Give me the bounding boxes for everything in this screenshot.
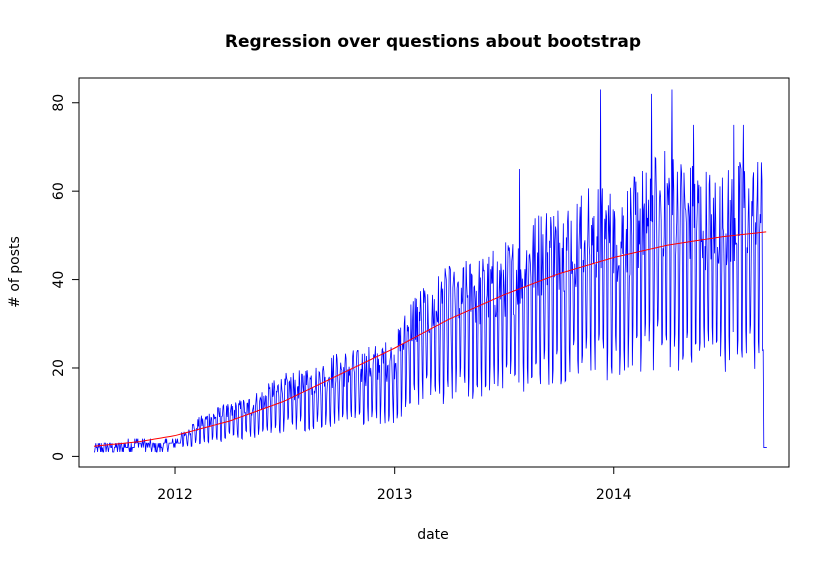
y-tick-label: 40 bbox=[51, 271, 67, 289]
y-tick-label: 80 bbox=[51, 94, 67, 112]
y-axis-label: # of posts bbox=[7, 236, 23, 308]
x-tick-label: 2012 bbox=[157, 487, 193, 503]
chart-title: Regression over questions about bootstra… bbox=[225, 32, 641, 52]
y-tick-label: 60 bbox=[51, 182, 67, 200]
x-tick-label: 2014 bbox=[596, 487, 632, 503]
plot-area bbox=[93, 89, 767, 453]
y-tick-label: 20 bbox=[51, 359, 67, 377]
series-regression-line bbox=[93, 231, 767, 447]
x-tick-label: 2013 bbox=[377, 487, 413, 503]
series-posts-line bbox=[94, 89, 767, 453]
x-axis-label: date bbox=[417, 527, 449, 543]
y-tick-label: 0 bbox=[51, 452, 67, 461]
x-axis: 2012 2013 2014 bbox=[157, 466, 632, 503]
y-axis: 0 20 40 60 80 bbox=[51, 94, 80, 461]
